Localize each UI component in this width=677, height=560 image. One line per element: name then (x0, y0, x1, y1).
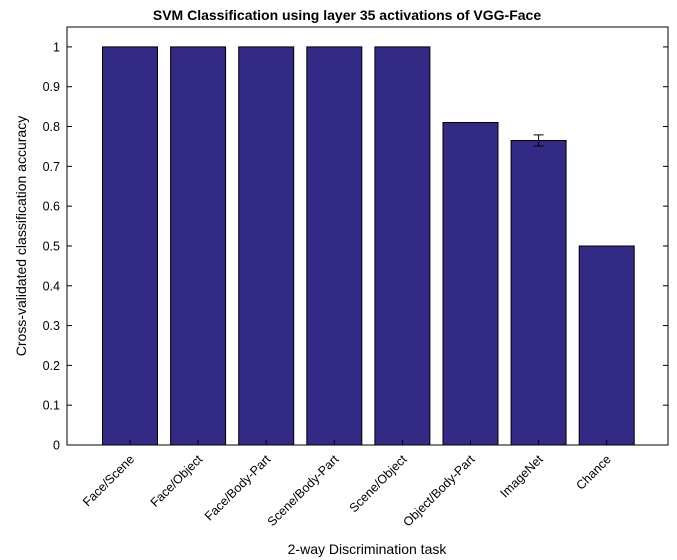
bar-face-body-part (238, 46, 295, 446)
bar-object-body-part (442, 122, 499, 446)
y-axis-label: Cross-validated classification accuracy (13, 116, 29, 356)
x-tick-label: Face/Object (148, 452, 206, 510)
y-axis-ticks: 0 0.1 0.2 0.3 0.4 0.5 0.6 0.7 0.8 0.9 1 (43, 40, 668, 453)
bar-scene-body-part (306, 46, 363, 446)
chart-title: SVM Classification using layer 35 activa… (153, 7, 541, 23)
y-tick-label: 0.7 (43, 160, 60, 174)
y-tick-label: 0.4 (43, 279, 60, 293)
errorbars-layer (533, 134, 544, 147)
bar-face-scene (102, 46, 158, 446)
bar-face-object (170, 46, 227, 446)
y-tick-label: 0.8 (43, 120, 60, 134)
y-tick-label: 0.2 (43, 359, 60, 373)
x-tick-label: Scene/Object (347, 452, 410, 515)
error-bar (533, 134, 544, 147)
y-tick-label: 0.3 (43, 319, 60, 333)
x-axis-ticks: Face/Scene Face/ObjectFace/Body-PartScene… (80, 440, 614, 529)
y-tick-label: 1 (53, 40, 60, 54)
bar-imagenet (510, 140, 567, 446)
x-tick-label: Chance (573, 452, 613, 492)
y-tick-label: 0 (53, 439, 60, 453)
x-tick-label: Face/Body-Part (202, 452, 274, 524)
y-tick-label: 0.5 (43, 239, 60, 253)
bar-chance (578, 245, 635, 446)
x-tick-label: Face/Scene (80, 452, 137, 509)
x-axis-label: 2-way Discrimination task (288, 541, 448, 557)
y-tick-label: 0.9 (43, 80, 60, 94)
plot-frame (66, 26, 669, 446)
x-tick-label: ImageNet (497, 452, 546, 501)
x-tick-label: Scene/Body-Part (265, 452, 342, 529)
x-tick-label: Object/Body-Part (400, 452, 478, 530)
y-tick-label: 0.1 (43, 399, 60, 413)
bar-scene-object (374, 46, 431, 446)
bars-layer (102, 46, 635, 446)
y-tick-label: 0.6 (43, 200, 60, 214)
